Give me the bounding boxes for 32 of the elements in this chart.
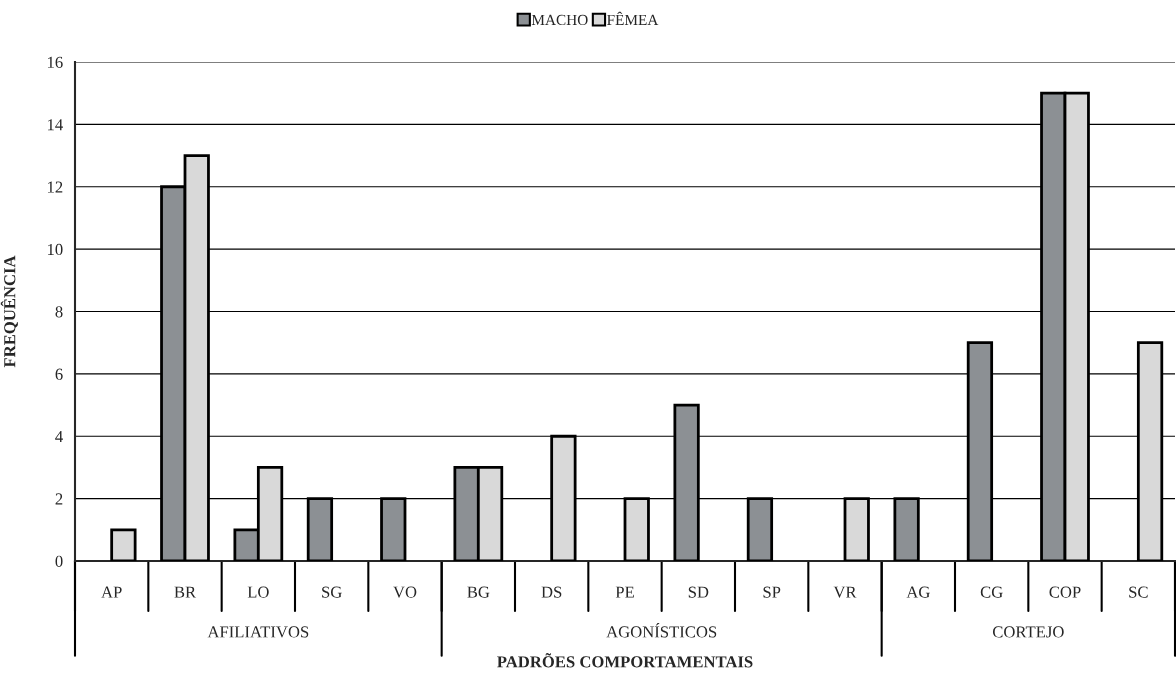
y-tick-label: 10 <box>47 243 63 256</box>
text: AFILIATIVOS <box>207 626 309 638</box>
x-tick-label: PE <box>615 586 634 598</box>
x-tick-label: SP <box>763 586 781 598</box>
y-tick-label: 8 <box>55 306 63 318</box>
x-tick-label: VO <box>393 586 417 598</box>
x-tick-label: SC <box>1129 586 1148 598</box>
y-tick-label: 4 <box>55 431 63 443</box>
x-tick-label: AG <box>906 586 930 598</box>
x-tick-label: DS <box>541 586 562 598</box>
bar <box>110 528 137 561</box>
x-tick-label: SG <box>322 586 342 598</box>
y-tick-label: 12 <box>47 181 63 193</box>
x-tick-label: LO <box>247 586 269 598</box>
text: AGONÍSTICOS <box>606 623 717 638</box>
y-tick-label: 2 <box>55 493 63 505</box>
y-tick-label: 6 <box>55 368 63 380</box>
y-tick-label: 0 <box>55 555 63 567</box>
legend-label: FÊMEA <box>607 11 659 25</box>
x-tick-label: BG <box>467 586 490 598</box>
x-tick-label: COP <box>1049 586 1081 598</box>
y-tick-label: 16 <box>47 56 63 68</box>
legend-label: MACHO <box>531 14 588 26</box>
x-tick-label: CG <box>980 586 1003 598</box>
x-tick-label: VR <box>833 586 857 598</box>
y-tick-label: 14 <box>47 119 63 131</box>
y-axis-title: FREQUÊNCIA <box>0 255 18 368</box>
x-tick-label: BR <box>174 586 197 598</box>
text: CORTEJO <box>992 626 1064 638</box>
x-tick-label: SD <box>688 586 709 598</box>
x-tick-label: AP <box>101 586 122 598</box>
x-axis-title: PADRÕES COMPORTAMENTAIS <box>497 653 753 668</box>
